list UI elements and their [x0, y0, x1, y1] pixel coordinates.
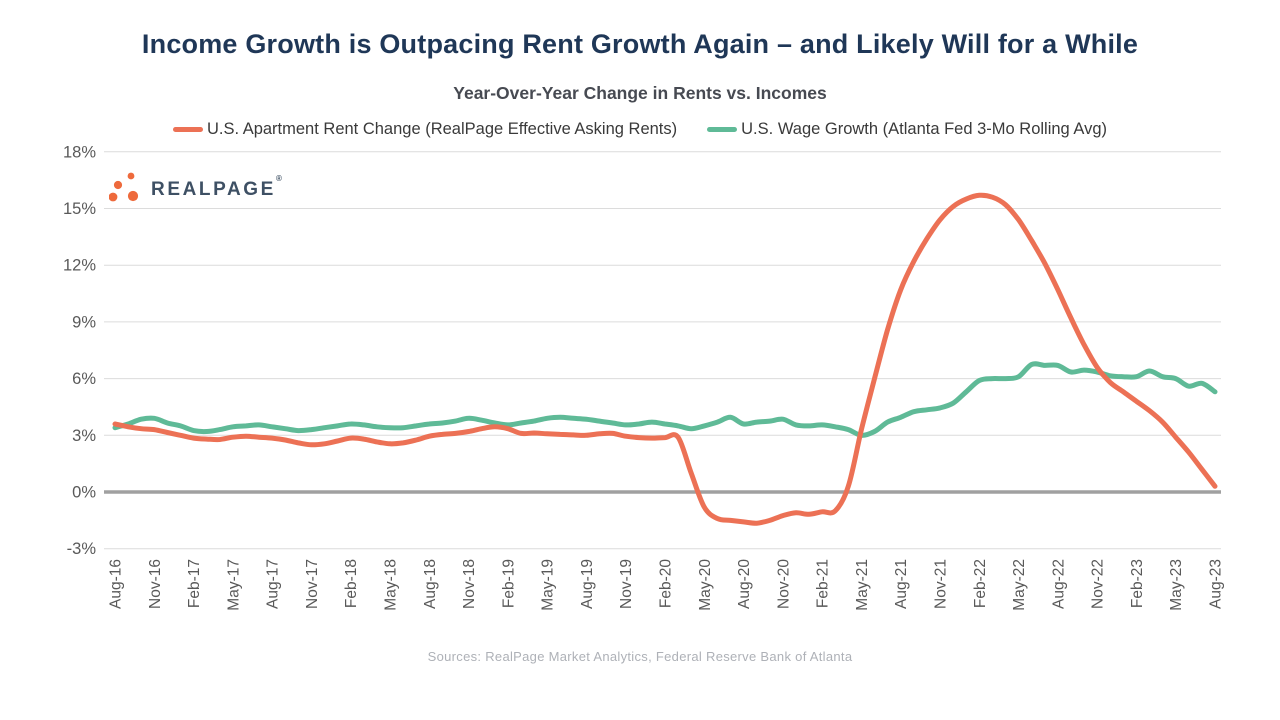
x-tick-label: Feb-22 — [972, 559, 989, 608]
rent-change-line — [112, 192, 1218, 526]
sources-note: Sources: RealPage Market Analytics, Fede… — [427, 649, 853, 664]
x-tick-label: May-17 — [225, 559, 242, 611]
y-tick-label: 12% — [63, 257, 96, 275]
y-tick-label: 9% — [72, 313, 96, 331]
realpage-logo-text: REALPAGE® — [151, 173, 282, 200]
x-tick-label: Nov-20 — [775, 559, 792, 609]
x-tick-label: Feb-19 — [500, 559, 517, 608]
rent-series-swatch — [172, 127, 203, 132]
x-tick-label: Aug-22 — [1050, 559, 1067, 609]
x-tick-label: Aug-21 — [893, 559, 910, 609]
x-tick-label: Aug-16 — [108, 559, 125, 609]
x-tick-label: May-22 — [1011, 559, 1028, 611]
x-tick-label: Feb-21 — [815, 559, 832, 608]
x-tick-label: May-19 — [540, 559, 557, 611]
x-tick-label: Aug-20 — [736, 559, 753, 609]
x-tick-label: Aug-17 — [265, 559, 282, 609]
x-axis-labels: Aug-16 Nov-16 Feb-17 May-17 Aug-17 Nov-17 Feb-… — [108, 559, 1225, 611]
legend: U.S. Apartment Rent Change (RealPage Eff… — [0, 120, 1280, 139]
y-tick-label: 3% — [72, 427, 96, 445]
x-tick-label: Aug-23 — [1208, 559, 1225, 609]
registered-mark: ® — [275, 173, 282, 183]
y-tick-label: 15% — [63, 200, 96, 218]
wage-series-swatch — [707, 127, 738, 132]
y-tick-label: -3% — [67, 540, 97, 558]
x-tick-label: Nov-22 — [1090, 559, 1107, 609]
x-tick-label: May-23 — [1168, 559, 1185, 611]
x-tick-label: Feb-23 — [1129, 559, 1146, 608]
x-tick-label: Nov-17 — [304, 559, 321, 609]
x-tick-label: Nov-21 — [933, 559, 950, 609]
legend-item-wage: U.S. Wage Growth (Atlanta Fed 3-Mo Rolli… — [707, 120, 1107, 139]
logo-dots-icon — [109, 172, 139, 202]
x-tick-label: May-21 — [854, 559, 871, 611]
x-tick-label: Feb-17 — [186, 559, 203, 608]
chart-subtitle: Year-Over-Year Change in Rents vs. Incom… — [453, 83, 827, 103]
x-tick-label: Nov-18 — [461, 559, 478, 609]
x-tick-label: May-20 — [697, 559, 714, 611]
rent-series-label: U.S. Apartment Rent Change (RealPage Eff… — [206, 120, 678, 138]
wage-growth-line — [112, 361, 1218, 438]
realpage-logo: REALPAGE® — [109, 169, 282, 205]
x-tick-label: Nov-19 — [618, 559, 635, 609]
y-tick-label: 6% — [72, 370, 96, 388]
x-tick-label: Aug-19 — [579, 559, 596, 609]
legend-item-rent: U.S. Apartment Rent Change (RealPage Eff… — [172, 120, 678, 139]
x-tick-label: May-18 — [383, 559, 400, 611]
x-tick-label: Nov-16 — [147, 559, 164, 609]
x-tick-label: Feb-20 — [658, 559, 675, 608]
y-axis-labels: 18% 15% 12% 9% 6% 3% 0% -3% — [63, 143, 96, 558]
wage-series-label: U.S. Wage Growth (Atlanta Fed 3-Mo Rolli… — [741, 120, 1108, 138]
y-tick-label: 0% — [72, 484, 96, 502]
page-title: Income Growth is Outpacing Rent Growth A… — [141, 29, 1139, 59]
gridlines — [104, 151, 1221, 550]
y-tick-label: 18% — [63, 143, 96, 161]
x-tick-label: Aug-18 — [422, 559, 439, 609]
x-tick-label: Feb-18 — [343, 559, 360, 608]
